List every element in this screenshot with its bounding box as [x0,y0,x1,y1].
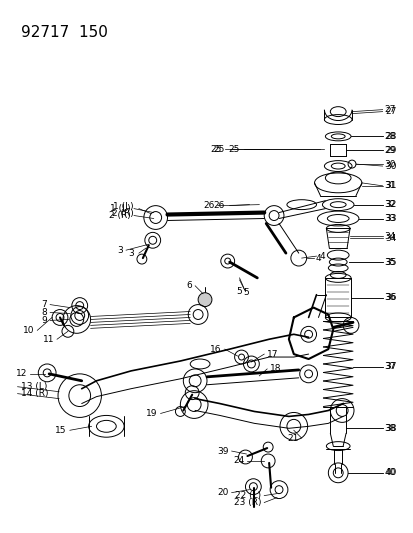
Text: 15: 15 [55,426,67,435]
Text: 18: 18 [270,365,281,374]
Text: 20: 20 [217,488,228,497]
Text: 9: 9 [41,316,47,325]
Text: 11: 11 [43,335,54,344]
Text: 36: 36 [384,293,395,302]
Text: 10: 10 [23,326,34,335]
Text: 17: 17 [266,350,278,359]
Text: 27: 27 [384,105,395,114]
Text: 25: 25 [210,145,221,154]
Text: 31: 31 [385,181,396,190]
Text: 29: 29 [384,146,395,155]
Text: 4: 4 [319,252,324,261]
Text: 92717  150: 92717 150 [21,25,107,39]
Text: 34: 34 [384,232,395,241]
Text: 36: 36 [385,293,396,302]
Text: 32: 32 [384,200,395,209]
Text: 22 (L): 22 (L) [235,491,261,500]
Text: 28: 28 [385,132,396,141]
Text: 33: 33 [384,214,395,223]
Text: 12: 12 [16,369,27,378]
Text: 31: 31 [384,181,395,190]
Text: 27: 27 [385,107,396,116]
Text: 37: 37 [385,362,396,372]
Text: 25: 25 [213,145,224,154]
Text: 35: 35 [385,257,396,266]
Circle shape [198,293,211,306]
Text: 23 (R): 23 (R) [233,498,261,507]
Text: 39: 39 [217,447,228,456]
Text: 26: 26 [213,201,224,210]
Text: 14 (R): 14 (R) [21,389,48,398]
Text: 16: 16 [210,345,221,353]
Text: 6: 6 [186,281,192,290]
Text: 8: 8 [41,308,47,317]
Text: 32: 32 [385,200,396,209]
Text: 1 (L): 1 (L) [113,202,134,211]
Text: 40: 40 [385,469,396,478]
Text: 19: 19 [146,409,157,418]
Text: 3: 3 [128,248,134,257]
Text: 40: 40 [384,469,395,478]
Text: 25: 25 [228,145,239,154]
Text: 29: 29 [385,146,396,155]
Text: 30: 30 [384,159,395,168]
Text: 13 (L): 13 (L) [21,382,47,391]
Text: 35: 35 [384,257,395,266]
Text: 5: 5 [243,288,249,297]
Text: 26: 26 [203,201,214,210]
Text: 28: 28 [384,132,395,141]
Text: 24: 24 [233,456,244,465]
Text: 21: 21 [287,434,298,443]
Text: 5: 5 [236,287,242,296]
Text: 1 (L): 1 (L) [110,204,131,213]
Text: 37: 37 [384,362,395,372]
Text: 38: 38 [385,424,396,433]
Text: 38: 38 [384,424,395,433]
Text: 4: 4 [315,254,320,263]
Text: 7: 7 [41,300,47,309]
Text: 33: 33 [385,214,396,223]
Text: 30: 30 [385,161,396,171]
Text: 2 (R): 2 (R) [112,209,134,218]
Text: 3: 3 [117,246,123,255]
Text: 2 (R): 2 (R) [109,211,131,220]
Text: 34: 34 [385,234,396,243]
